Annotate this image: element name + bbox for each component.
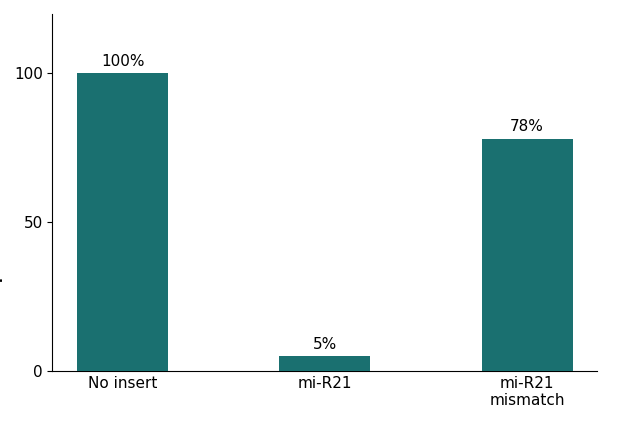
Y-axis label: Percent firefly:$\it{Renilla}$ luciferase activity
compared to no-insert control: Percent firefly:$\it{Renilla}$ luciferas… <box>0 28 3 357</box>
Bar <box>77 73 168 371</box>
Text: 78%: 78% <box>510 119 544 134</box>
Bar <box>481 139 573 371</box>
Bar <box>280 356 371 371</box>
Text: 5%: 5% <box>313 336 337 352</box>
Text: 100%: 100% <box>101 54 145 69</box>
